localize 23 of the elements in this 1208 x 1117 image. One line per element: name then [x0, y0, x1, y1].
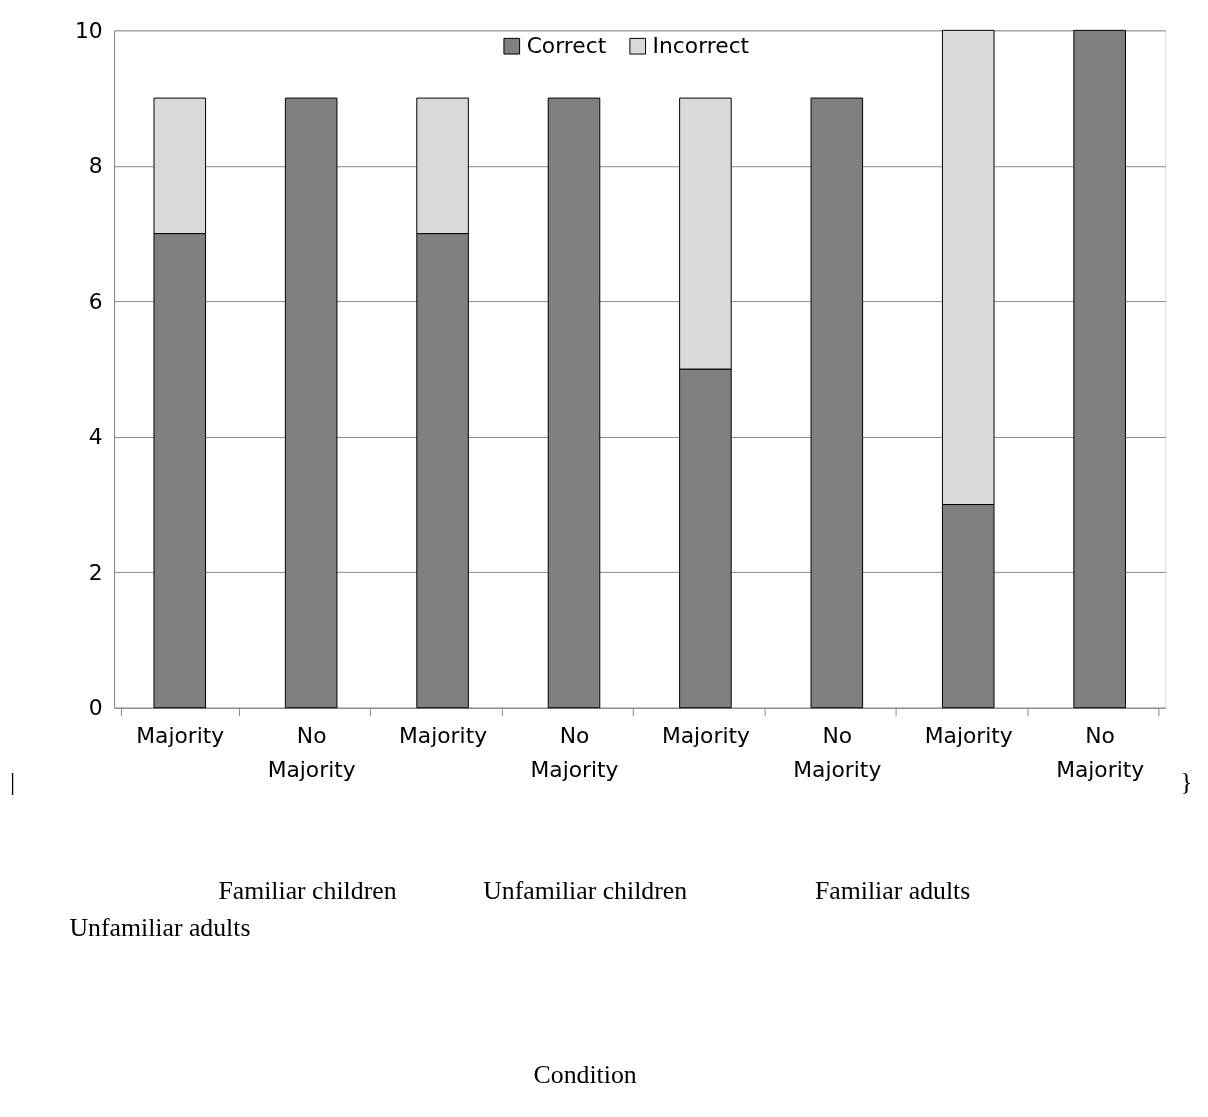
text: }	[1180, 767, 1193, 797]
text: Condition	[533, 1059, 637, 1089]
text: Unfamiliar children	[483, 876, 688, 906]
text: Unfamiliar adults	[69, 912, 251, 942]
text: |	[9, 767, 16, 797]
x-tick-label: No Majority	[530, 722, 619, 782]
legend-label: Incorrect	[652, 33, 750, 59]
x-tick-label: No Majority	[1056, 722, 1145, 782]
x-tick-label: Majority	[399, 722, 488, 748]
x-tick-label: No Majority	[793, 722, 882, 782]
y-tick-label: 4	[88, 424, 103, 450]
y-tick-label: 10	[74, 17, 103, 43]
y-tick-label: 8	[88, 153, 103, 179]
text: Familiar children	[218, 876, 397, 906]
y-tick-label: 2	[88, 559, 103, 585]
text: Familiar adults	[814, 876, 971, 906]
x-tick-label: Majority	[924, 722, 1013, 748]
x-tick-label: No Majority	[267, 722, 356, 782]
y-tick-label: 6	[88, 288, 103, 314]
legend-label: Correct	[526, 33, 607, 59]
y-tick-label: 0	[88, 695, 103, 721]
x-tick-label: Majority	[136, 722, 225, 748]
x-tick-label: Majority	[661, 722, 751, 748]
